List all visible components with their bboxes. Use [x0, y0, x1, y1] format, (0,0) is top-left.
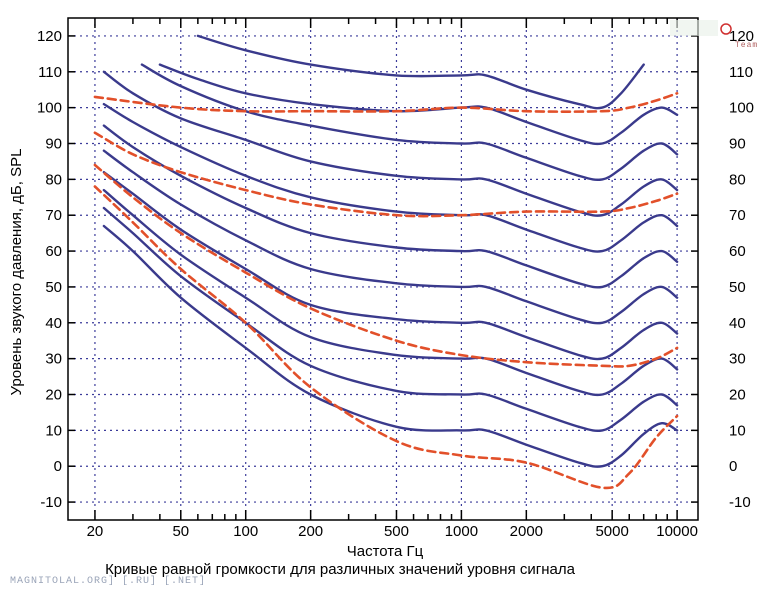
- equal-loudness-curve-7: [102, 149, 679, 325]
- y-tick-label-right: 80: [729, 171, 746, 188]
- x-tick-label: 100: [233, 523, 258, 540]
- y-tick-label-right: 50: [729, 279, 746, 296]
- equal-loudness-curve-8: [102, 171, 679, 361]
- equal-loudness-curve-10: [102, 206, 679, 433]
- y-tick-label-right: 10: [729, 422, 746, 439]
- x-tick-label: 20: [87, 523, 104, 540]
- equal-loudness-curve-5: [102, 102, 679, 253]
- y-tick-label-left: 80: [45, 171, 62, 188]
- label-layer: 20 50 100 200 500 1000 2000 5000 10000 -10 -10 0 0 10…: [37, 28, 754, 540]
- y-tick-label-right: 90: [729, 136, 746, 153]
- y-tick-label-left: 0: [54, 458, 62, 475]
- y-tick-label-right: 20: [729, 387, 746, 404]
- y-tick-label-right: 30: [729, 351, 746, 368]
- dashed-curve-12: [93, 92, 679, 113]
- y-tick-label-left: 60: [45, 243, 62, 260]
- watermark-top-right: Team: [735, 41, 758, 50]
- x-tick-label: 10000: [656, 523, 698, 540]
- y-tick-label-left: 50: [45, 279, 62, 296]
- y-tick-label-right: -10: [729, 494, 751, 511]
- x-tick-label: 50: [172, 523, 189, 540]
- y-tick-label-left: 70: [45, 207, 62, 224]
- x-axis-title: Частота Гц: [347, 543, 424, 560]
- x-tick-label: 1000: [445, 523, 478, 540]
- x-tick-label: 5000: [595, 523, 628, 540]
- dashed-curve-15: [93, 185, 679, 490]
- dashed-curve-14: [93, 163, 679, 368]
- y-axis-title: Уровень звукого давления, дБ, SPL: [8, 149, 25, 396]
- y-tick-label-left: 30: [45, 351, 62, 368]
- grid-layer: [68, 18, 698, 520]
- series-layer: [93, 34, 679, 490]
- equal-loudness-curve-1: [196, 34, 645, 110]
- y-tick-label-left: 20: [45, 387, 62, 404]
- equal-loudness-curve-6: [102, 124, 679, 289]
- plot-frame: [67, 17, 699, 521]
- x-tick-label: 500: [384, 523, 409, 540]
- tick-layer: [68, 18, 698, 520]
- watermark-logo: Team: [670, 20, 758, 50]
- y-tick-label-left: 10: [45, 422, 62, 439]
- y-tick-label-left: -10: [40, 494, 62, 511]
- y-tick-label-left: 120: [37, 28, 62, 45]
- y-tick-label-left: 100: [37, 100, 62, 117]
- y-tick-label-right: 120: [729, 28, 754, 45]
- equal-loudness-curve-2: [158, 63, 679, 146]
- x-tick-label: 2000: [510, 523, 543, 540]
- watermark-bottom-left: MAGNITOLAL.ORG] [.RU] [.NET]: [10, 575, 206, 587]
- y-tick-label-left: 90: [45, 136, 62, 153]
- y-tick-label-right: 0: [729, 458, 737, 475]
- y-tick-label-right: 70: [729, 207, 746, 224]
- chart-caption: Кривые равной громкости для различных зн…: [105, 561, 576, 578]
- y-tick-label-left: 110: [38, 64, 62, 81]
- y-tick-label-right: 100: [729, 100, 754, 117]
- equal-loudness-curve-11: [102, 224, 679, 468]
- y-tick-label-left: 40: [45, 315, 62, 332]
- y-tick-label-right: 60: [729, 243, 746, 260]
- equal-loudness-curve-4: [102, 70, 679, 217]
- equal-loudness-curve-3: [140, 63, 679, 182]
- x-tick-label: 200: [298, 523, 323, 540]
- y-tick-label-right: 40: [729, 315, 746, 332]
- y-tick-label-right: 110: [729, 64, 753, 81]
- dashed-curve-13: [93, 131, 679, 218]
